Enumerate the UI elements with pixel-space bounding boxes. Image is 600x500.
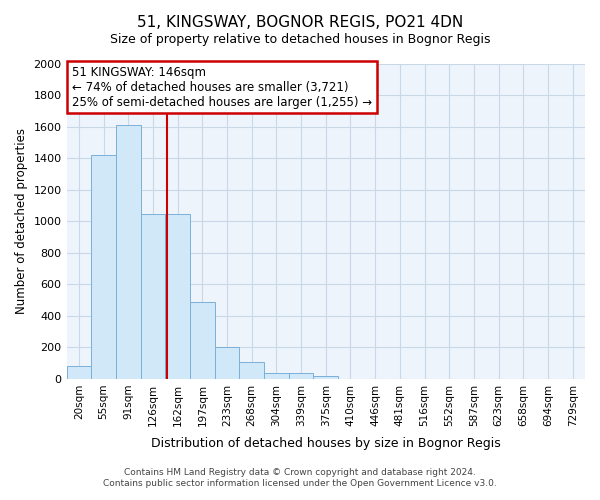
Y-axis label: Number of detached properties: Number of detached properties (15, 128, 28, 314)
Bar (289, 374, 313, 379)
Text: Size of property relative to detached houses in Bognor Regis: Size of property relative to detached ho… (110, 32, 490, 46)
Bar (190, 302, 215, 379)
Bar (239, 362, 264, 379)
Text: 51 KINGSWAY: 146sqm
← 74% of detached houses are smaller (3,721)
25% of semi-det: 51 KINGSWAY: 146sqm ← 74% of detached ho… (72, 66, 372, 108)
Bar (140, 214, 165, 379)
Bar (215, 348, 239, 379)
Bar (67, 366, 91, 379)
Bar (116, 126, 140, 379)
Bar (313, 376, 338, 379)
Bar (264, 374, 289, 379)
Text: 51, KINGSWAY, BOGNOR REGIS, PO21 4DN: 51, KINGSWAY, BOGNOR REGIS, PO21 4DN (137, 15, 463, 30)
Text: Contains HM Land Registry data © Crown copyright and database right 2024.
Contai: Contains HM Land Registry data © Crown c… (103, 468, 497, 487)
Bar (165, 214, 190, 379)
X-axis label: Distribution of detached houses by size in Bognor Regis: Distribution of detached houses by size … (151, 437, 500, 450)
Bar (91, 156, 116, 379)
